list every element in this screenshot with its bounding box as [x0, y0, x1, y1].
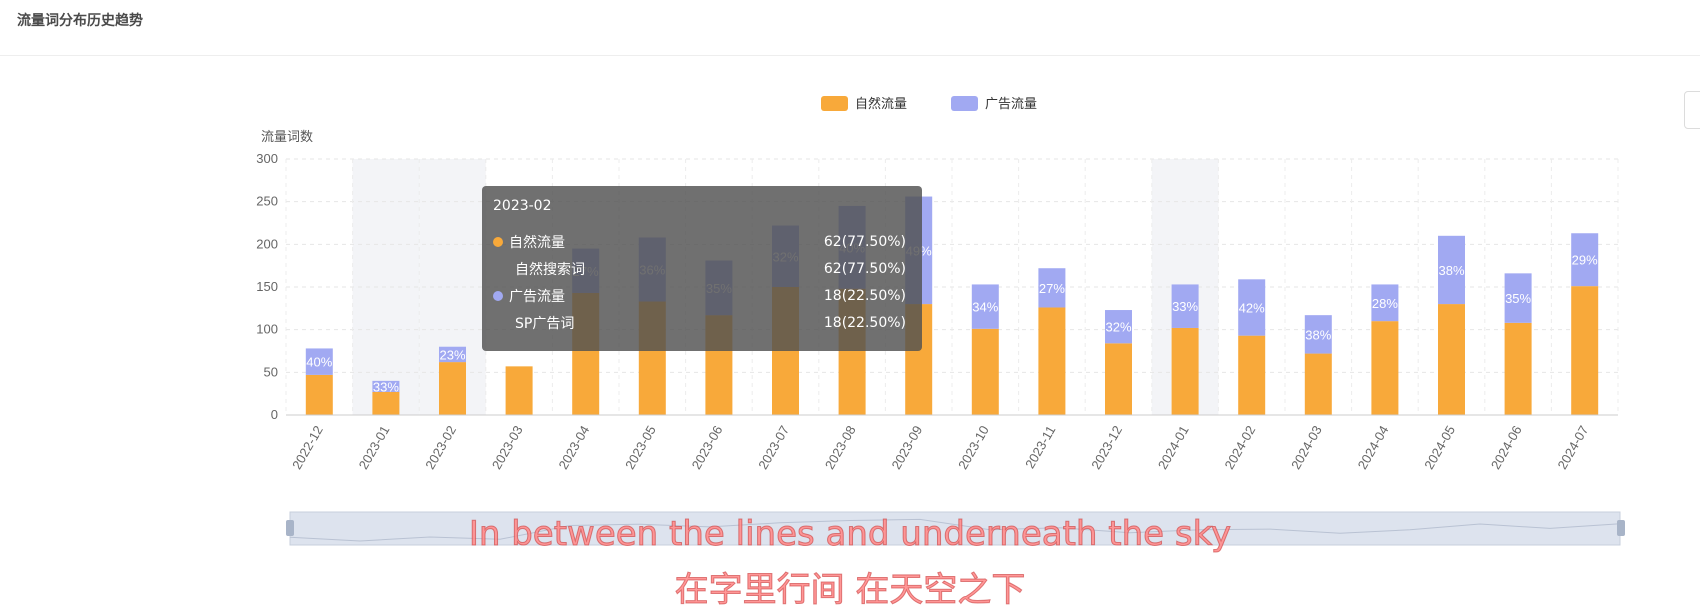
tooltip-row-natural-search: 自然搜索词 62(77.50%) [493, 255, 906, 282]
x-tick-label: 2023-02 [422, 423, 459, 472]
bar-ad-percent-label: 42% [1239, 300, 1265, 315]
x-tick-label: 2023-04 [555, 423, 592, 472]
panel-title: 流量词分布历史趋势 [17, 13, 143, 29]
x-tick-label: 2023-11 [1022, 423, 1058, 471]
y-tick-label: 300 [256, 151, 278, 166]
bar-ad [305, 348, 333, 375]
bar-ad [1371, 284, 1399, 322]
x-tick-label: 2023-12 [1088, 423, 1125, 472]
tooltip-value: 18(22.50%) [823, 287, 906, 304]
bar-ad [1171, 284, 1199, 328]
bar-ad-percent-label: 33% [373, 379, 399, 394]
bar-ad [1504, 273, 1532, 323]
tooltip-label: 自然搜索词 [515, 261, 585, 278]
bar-ad-percent-label: 29% [1572, 253, 1598, 268]
bar-ad [1105, 310, 1132, 344]
x-tick-label: 2024-01 [1155, 423, 1192, 472]
bar-natural [505, 366, 533, 415]
title-divider [0, 55, 1700, 56]
x-tick-label: 2023-08 [822, 423, 859, 472]
bar-ad [439, 346, 466, 363]
bar-natural [1238, 335, 1266, 415]
legend-swatch [821, 96, 848, 111]
bar-natural [1171, 327, 1199, 415]
bar-ad-percent-label: 35% [1505, 291, 1531, 306]
bar-natural [1038, 307, 1066, 415]
x-tick-label: 2023-05 [622, 423, 659, 472]
data-zoom-left-handle [286, 520, 294, 536]
x-tick-label: 2024-03 [1288, 423, 1325, 472]
x-tick-label: 2024-04 [1355, 423, 1392, 472]
bar-natural [1438, 304, 1465, 415]
x-tick-label: 2023-03 [489, 423, 526, 472]
bar-ad-percent-label: 38% [1305, 327, 1331, 342]
video-subtitle-english: In between the lines and underneath the … [468, 514, 1232, 555]
bar-natural [1504, 322, 1532, 415]
tooltip-row-ad: 广告流量 18(22.50%) [493, 282, 906, 309]
bar-ad-percent-label: 32% [1105, 320, 1131, 335]
chart-tooltip: 2023-02 自然流量 62(77.50%) 自然搜索词 62(77.50%)… [482, 186, 922, 351]
x-tick-label: 2024-02 [1221, 423, 1258, 472]
y-tick-label: 100 [256, 322, 278, 337]
bar-natural [971, 328, 999, 415]
x-tick-label: 2023-09 [888, 423, 925, 472]
bar-ad-percent-label: 33% [1172, 299, 1198, 314]
bar-ad [372, 380, 400, 392]
bar-natural [1105, 343, 1132, 415]
x-tick-label: 2022-12 [289, 423, 326, 472]
natural-dot-icon [493, 236, 503, 247]
bar-ad-percent-label: 28% [1372, 296, 1398, 311]
bar-ad [1571, 233, 1599, 287]
tooltip-label: 广告流量 [509, 288, 565, 305]
video-subtitle-chinese: 在字里行间 在天空之下 [674, 570, 1026, 611]
tooltip-row-sp-ad: SP广告词 18(22.50%) [493, 309, 906, 336]
tooltip-value: 62(77.50%) [823, 233, 906, 250]
data-zoom-right-handle [1617, 520, 1625, 536]
y-tick-label: 150 [256, 279, 278, 294]
tooltip-label: SP广告词 [515, 315, 575, 332]
y-axis-label: 流量词数 [261, 129, 313, 144]
bar-ad-percent-label: 34% [972, 300, 998, 315]
bar-natural [305, 374, 333, 415]
y-tick-label: 0 [271, 407, 278, 422]
bar-ad [1438, 235, 1465, 305]
bar-ad [1304, 315, 1332, 354]
bar-ad [1238, 279, 1266, 336]
x-tick-label: 2023-01 [356, 423, 393, 472]
edge-control[interactable] [1684, 91, 1700, 129]
tooltip-value: 18(22.50%) [823, 314, 906, 331]
bar-ad-percent-label: 40% [306, 355, 332, 370]
tooltip-value: 62(77.50%) [823, 260, 906, 277]
bar-ad-percent-label: 23% [439, 347, 465, 362]
bar-natural [1371, 321, 1399, 415]
bar-natural [1304, 353, 1332, 415]
x-tick-label: 2024-06 [1488, 423, 1525, 472]
x-tick-label: 2024-05 [1421, 423, 1458, 472]
ad-dot-icon [493, 290, 503, 301]
legend-swatch [951, 96, 978, 111]
tooltip-row-natural: 自然流量 62(77.50%) [493, 228, 906, 255]
bar-ad-percent-label: 27% [1039, 281, 1065, 296]
data-zoom-preview-line [289, 518, 1621, 542]
data-zoom[interactable] [286, 511, 1625, 546]
legend-label: 广告流量 [985, 96, 1037, 111]
y-tick-label: 250 [256, 194, 278, 209]
bar-natural [439, 362, 466, 415]
y-tick-label: 50 [264, 364, 278, 379]
x-tick-label: 2023-07 [755, 423, 792, 472]
chart-legend[interactable]: 自然流量 广告流量 [821, 96, 1037, 111]
x-tick-label: 2023-06 [689, 423, 726, 472]
bar-ad [1038, 268, 1066, 308]
tooltip-label: 自然流量 [509, 234, 565, 251]
bar-ad [971, 284, 999, 329]
y-tick-label: 200 [256, 236, 278, 251]
bar-natural [1571, 286, 1599, 415]
tooltip-title: 2023-02 [493, 198, 552, 214]
bar-ad-percent-label: 38% [1438, 263, 1464, 278]
legend-label: 自然流量 [855, 96, 907, 111]
bar-natural [372, 391, 400, 415]
x-tick-label: 2023-10 [955, 423, 992, 472]
x-tick-label: 2024-07 [1554, 423, 1591, 472]
